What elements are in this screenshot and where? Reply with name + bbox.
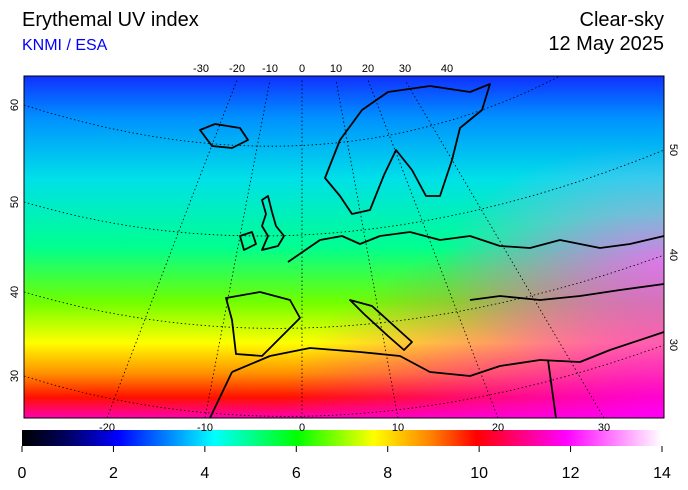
source: KNMI / ESA bbox=[22, 37, 108, 54]
condition: Clear-sky bbox=[580, 9, 664, 31]
coastlines bbox=[199, 83, 665, 419]
uv-field-south bbox=[24, 76, 664, 418]
top-lon-label: -20 bbox=[229, 63, 245, 75]
bottom-lon-label: 0 bbox=[299, 422, 305, 434]
bottom-lon-label: -20 bbox=[99, 422, 115, 434]
map bbox=[23, 75, 665, 419]
date: 12 May 2025 bbox=[548, 33, 664, 55]
title: Erythemal UV index bbox=[22, 9, 199, 31]
colorbar-tick-label: 14 bbox=[653, 465, 671, 482]
colorbar bbox=[22, 430, 662, 446]
left-lat-label: 50 bbox=[9, 196, 21, 208]
right-lat-label: 30 bbox=[667, 339, 679, 351]
top-lon-label: 20 bbox=[362, 63, 374, 75]
colorbar-tick-label: 10 bbox=[470, 465, 488, 482]
map-frame bbox=[23, 75, 665, 419]
left-lat-label: 60 bbox=[9, 99, 21, 111]
colorbar-tick-label: 0 bbox=[18, 465, 27, 482]
top-lon-label: 40 bbox=[441, 63, 453, 75]
bottom-lon-label: -10 bbox=[197, 422, 213, 434]
bottom-lon-label: 20 bbox=[492, 422, 504, 434]
bottom-lon-label: 30 bbox=[598, 422, 610, 434]
top-lon-label: -10 bbox=[262, 63, 278, 75]
left-lat-label: 30 bbox=[9, 370, 21, 382]
colorbar-tick-label: 2 bbox=[109, 465, 118, 482]
top-lon-label: 0 bbox=[299, 63, 305, 75]
left-lat-label: 40 bbox=[9, 286, 21, 298]
colorbar-tick-label: 8 bbox=[383, 465, 392, 482]
colorbar-tick-label: 12 bbox=[562, 465, 580, 482]
colorbar-tick-label: 6 bbox=[292, 465, 301, 482]
top-lon-label: 10 bbox=[330, 63, 342, 75]
right-lat-label: 40 bbox=[667, 249, 679, 261]
top-lon-label: 30 bbox=[399, 63, 411, 75]
colorbar-tick-label: 4 bbox=[200, 465, 209, 482]
bottom-lon-label: 10 bbox=[392, 422, 404, 434]
right-lat-label: 50 bbox=[667, 144, 679, 156]
top-lon-label: -30 bbox=[193, 63, 209, 75]
